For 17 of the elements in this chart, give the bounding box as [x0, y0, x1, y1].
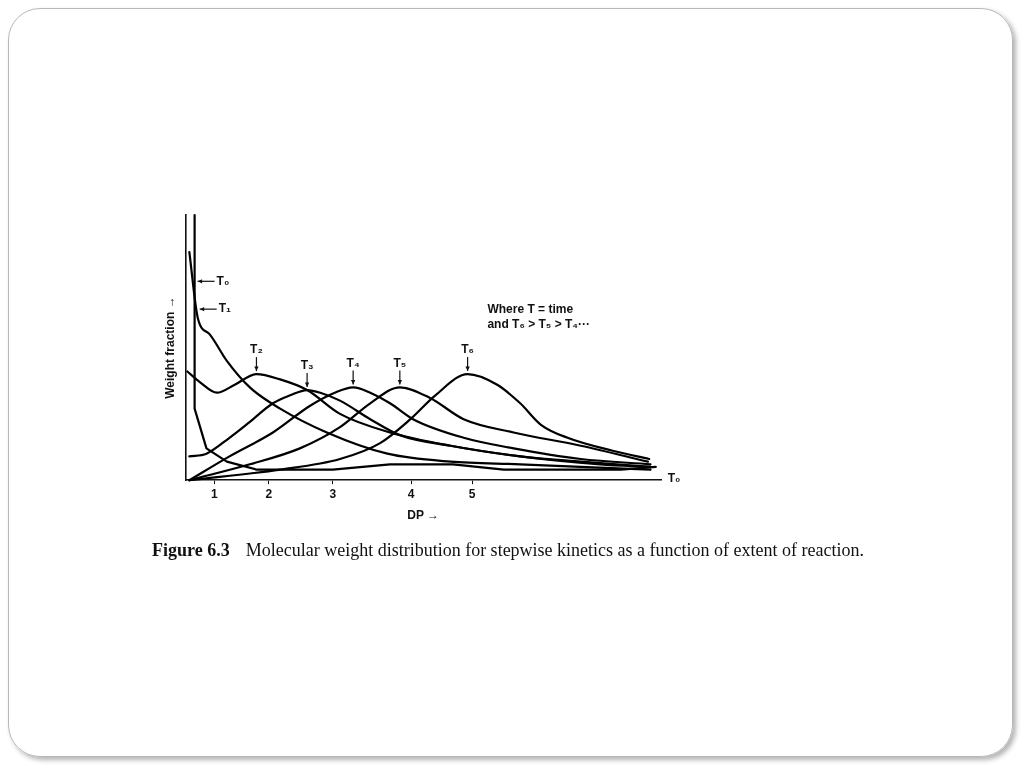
- series-label: T₁: [218, 301, 232, 316]
- series-label: T₀: [216, 273, 230, 288]
- series-label: T₆: [461, 342, 474, 357]
- series-label: T₅: [393, 355, 407, 370]
- x-tick-label: 1: [211, 486, 218, 501]
- x-axis-title: DP →: [407, 508, 440, 523]
- series-label: T₃: [300, 358, 314, 373]
- x-tick-label: 4: [407, 486, 415, 501]
- x-tick-label: 5: [468, 486, 476, 501]
- annotation: T₀: [667, 471, 681, 486]
- series-label: T₄: [346, 355, 360, 370]
- annotation: Where T = time and T₆ > T₅ > T₄···: [487, 302, 591, 332]
- series-label: T₂: [250, 342, 263, 357]
- y-axis-title: Weight fraction →: [162, 296, 177, 399]
- text: Figure 6.3 Molecular weight distribution for stepwise kinetics as a function of extent of reaction.: [152, 540, 864, 561]
- x-tick-label: 2: [265, 486, 273, 501]
- x-tick-label: 3: [329, 486, 337, 501]
